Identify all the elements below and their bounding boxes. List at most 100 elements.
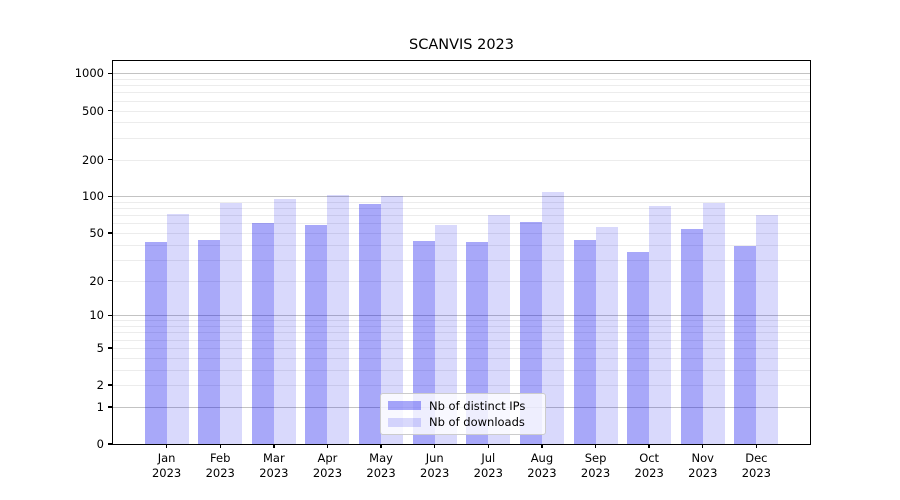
bar-downloads-may (381, 195, 404, 444)
bar-downloads-oct (649, 206, 672, 444)
y-tick-label: 2 (96, 378, 104, 393)
minor-gridline (113, 259, 810, 261)
bar-ips-dec (734, 246, 757, 444)
minor-gridline (113, 326, 810, 328)
minor-gridline (113, 369, 810, 371)
x-tick-mark (433, 444, 436, 448)
y-tick-mark (108, 109, 112, 112)
x-tick-label-jul: Jul 2023 (473, 451, 503, 480)
minor-gridline (113, 223, 810, 225)
x-tick-mark (380, 444, 382, 448)
chart-title: SCANVIS 2023 (408, 37, 514, 53)
legend-label-distinct-ips: Nb of distinct IPs (429, 398, 526, 413)
bar-ips-mar (251, 222, 274, 444)
y-tick-label: 50 (89, 226, 104, 241)
x-tick-mark (648, 444, 650, 448)
x-tick-mark (273, 444, 275, 448)
minor-gridline (113, 339, 810, 341)
x-tick-label-mar: Mar 2023 (259, 451, 289, 480)
bar-downloads-jul (488, 215, 511, 444)
major-gridline (113, 73, 810, 75)
legend-item-distinct-ips: Nb of distinct IPs (388, 399, 538, 413)
bar-ips-nov (680, 229, 703, 444)
legend-swatch-ips (388, 401, 421, 411)
y-tick-mark (108, 443, 112, 445)
minor-gridline (113, 347, 810, 349)
y-tick-mark (108, 72, 112, 75)
minor-gridline (113, 208, 810, 210)
minor-gridline (113, 110, 810, 112)
bar-ips-jan (144, 242, 167, 444)
x-tick-mark (165, 444, 168, 448)
y-tick-mark (108, 347, 112, 349)
y-tick-mark (108, 279, 112, 282)
bar-downloads-dec (756, 214, 779, 444)
bar-downloads-nov (702, 203, 725, 444)
minor-gridline (113, 215, 810, 217)
minor-gridline (113, 320, 810, 322)
y-tick-label: 1 (96, 399, 104, 414)
y-tick-mark (108, 195, 112, 198)
x-tick-label-sep: Sep 2023 (580, 451, 611, 480)
minor-gridline (113, 122, 810, 124)
bar-downloads-feb (220, 203, 243, 444)
legend-label-downloads: Nb of downloads (429, 415, 525, 430)
x-tick-mark (487, 444, 489, 448)
bar-ips-sep (573, 239, 596, 444)
x-tick-label-may: May 2023 (366, 451, 396, 480)
y-tick-mark (108, 384, 112, 386)
minor-gridline (113, 137, 810, 139)
bar-downloads-aug (541, 192, 564, 444)
plot-area (113, 61, 810, 444)
x-tick-label-nov: Nov 2023 (688, 451, 718, 480)
bar-downloads-jun (434, 225, 457, 444)
minor-gridline (113, 79, 810, 81)
major-gridline (113, 196, 810, 198)
y-tick-label: 0 (96, 437, 104, 451)
minor-gridline (113, 100, 810, 102)
bar-downloads-sep (595, 227, 618, 444)
bar-ips-oct (627, 251, 650, 444)
y-tick-label: 10 (89, 308, 104, 323)
x-tick-label-jan: Jan 2023 (151, 451, 182, 480)
minor-gridline (113, 159, 810, 161)
y-tick-mark (108, 232, 112, 234)
x-tick-label-jun: Jun 2023 (420, 451, 450, 480)
minor-gridline (113, 385, 810, 387)
legend: Nb of distinct IPs Nb of downloads (380, 393, 546, 435)
bar-downloads-jan (166, 213, 189, 444)
x-tick-label-feb: Feb 2023 (205, 451, 235, 480)
major-gridline (113, 315, 810, 317)
y-tick-mark (108, 406, 112, 408)
y-tick-label: 100 (82, 189, 104, 204)
x-tick-mark (702, 444, 704, 448)
minor-gridline (113, 280, 810, 282)
x-tick-mark (326, 444, 329, 448)
y-tick-label: 5 (96, 340, 104, 355)
x-tick-label-dec: Dec 2023 (741, 451, 772, 480)
x-tick-mark (541, 444, 543, 448)
y-tick-label: 500 (82, 103, 104, 118)
minor-gridline (113, 332, 810, 334)
x-tick-mark (219, 444, 221, 448)
bar-downloads-mar (273, 199, 296, 444)
legend-item-downloads: Nb of downloads (388, 415, 538, 429)
x-tick-mark (594, 444, 597, 448)
bar-ips-may (359, 203, 382, 444)
y-tick-label: 20 (89, 273, 104, 288)
y-tick-mark (108, 314, 112, 317)
x-tick-label-apr: Apr 2023 (312, 451, 343, 480)
x-tick-mark (755, 444, 758, 448)
bar-ips-aug (519, 221, 542, 444)
minor-gridline (113, 92, 810, 94)
minor-gridline (113, 244, 810, 246)
bar-ips-apr (305, 225, 328, 444)
y-tick-mark (108, 158, 112, 161)
x-tick-label-oct: Oct 2023 (634, 451, 664, 480)
minor-gridline (113, 85, 810, 87)
y-tick-label: 1000 (74, 66, 104, 81)
minor-gridline (113, 357, 810, 359)
minor-gridline (113, 202, 810, 204)
bar-ips-feb (198, 239, 221, 444)
